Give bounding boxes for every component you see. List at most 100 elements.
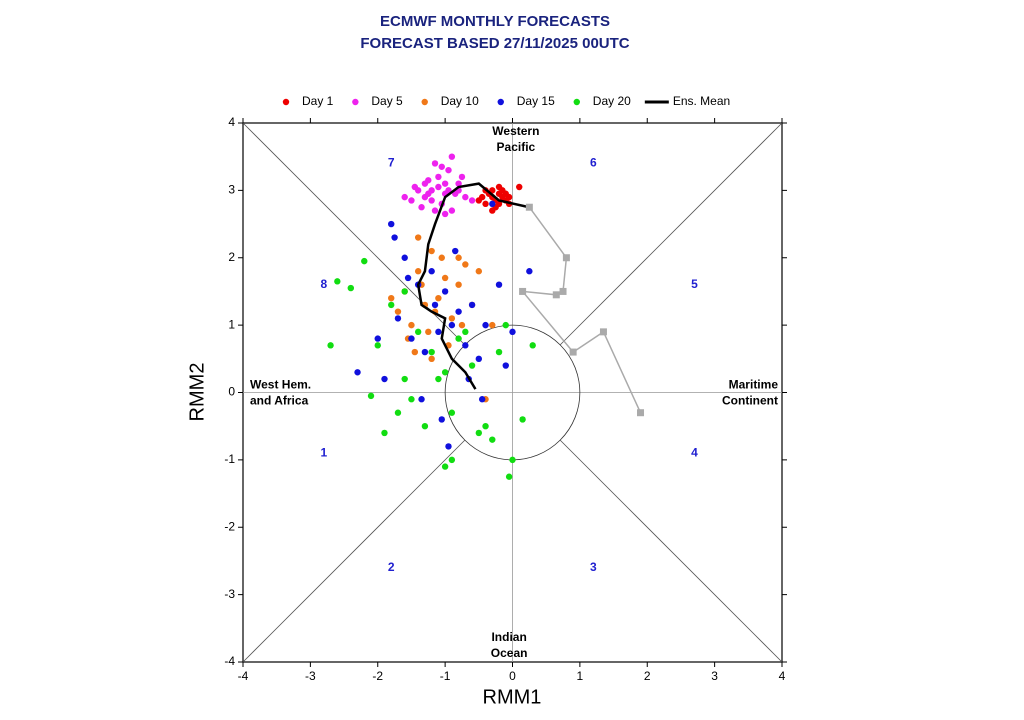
point xyxy=(381,375,388,383)
line xyxy=(416,182,530,390)
point xyxy=(489,200,496,208)
point xyxy=(428,268,435,275)
point xyxy=(468,301,476,309)
point xyxy=(435,173,442,181)
point xyxy=(455,281,462,288)
phase-label: 5 xyxy=(691,277,698,291)
phase-label: 4 xyxy=(691,445,698,459)
point xyxy=(421,348,429,356)
point xyxy=(435,375,442,383)
legend-label: Day 10 xyxy=(441,94,479,108)
point xyxy=(448,153,456,160)
point xyxy=(431,301,439,309)
region-label: and Africa xyxy=(250,394,309,408)
point xyxy=(455,335,462,342)
point xyxy=(414,234,422,241)
point xyxy=(482,200,489,208)
x-tick-label: 0 xyxy=(509,669,516,683)
legend-marker xyxy=(497,98,504,106)
legend-marker xyxy=(282,98,290,106)
y-tick-label: 2 xyxy=(228,250,235,264)
y-tick-label: 3 xyxy=(228,183,235,197)
point xyxy=(489,321,496,329)
square-marker xyxy=(637,409,645,417)
point xyxy=(462,328,469,336)
phase-label: 8 xyxy=(321,277,328,291)
y-tick-label: 0 xyxy=(228,385,235,399)
point xyxy=(482,321,489,329)
point xyxy=(458,173,466,181)
point xyxy=(361,257,368,265)
point xyxy=(394,315,402,322)
chart-subtitle: FORECAST BASED 27/11/2025 00UTC xyxy=(360,35,629,52)
point xyxy=(374,342,381,349)
point xyxy=(354,369,361,376)
point xyxy=(441,274,449,282)
point xyxy=(468,197,476,204)
x-axis-title: RMM1 xyxy=(483,686,542,708)
point xyxy=(388,220,395,228)
point xyxy=(489,207,496,214)
region-label: Maritime xyxy=(729,378,779,392)
point xyxy=(431,207,439,214)
point xyxy=(445,166,452,174)
x-tick-label: 4 xyxy=(779,669,786,683)
point xyxy=(425,328,432,336)
legend-label: Day 15 xyxy=(517,94,555,108)
point xyxy=(428,197,435,204)
x-tick-label: 2 xyxy=(644,669,651,683)
point xyxy=(391,234,398,241)
point xyxy=(401,288,408,295)
point xyxy=(509,328,516,336)
point xyxy=(482,422,489,430)
point xyxy=(526,268,533,275)
point xyxy=(516,183,523,191)
y-axis-title: RMM2 xyxy=(186,363,208,422)
point xyxy=(475,197,483,204)
y-tick-label: -1 xyxy=(224,452,235,466)
phase-label: 2 xyxy=(388,560,395,574)
point xyxy=(334,278,341,285)
region-label: Western xyxy=(492,124,539,138)
y-tick-label: 1 xyxy=(228,317,235,331)
point xyxy=(438,416,445,423)
x-tick-label: -4 xyxy=(238,669,249,683)
region-label: Continent xyxy=(722,394,778,408)
region-label: Indian xyxy=(491,630,526,644)
point xyxy=(495,281,503,288)
point xyxy=(509,456,516,464)
point xyxy=(418,204,425,211)
point xyxy=(458,321,466,329)
point xyxy=(455,308,462,315)
point xyxy=(367,392,375,400)
point xyxy=(435,328,442,336)
x-tick-label: -3 xyxy=(305,669,316,683)
legend-marker xyxy=(352,98,359,106)
chart-title: ECMWF MONTHLY FORECASTS xyxy=(380,13,610,30)
point xyxy=(448,321,456,329)
point xyxy=(401,193,408,201)
square-marker xyxy=(519,287,527,295)
legend-marker xyxy=(573,98,580,106)
x-tick-label: 1 xyxy=(577,669,584,683)
legend-label: Day 5 xyxy=(371,94,403,108)
point xyxy=(374,335,381,342)
point xyxy=(499,193,506,201)
region-label: Ocean xyxy=(491,646,528,660)
square-marker xyxy=(559,287,567,295)
point xyxy=(445,443,452,450)
point xyxy=(327,342,334,349)
point xyxy=(455,180,462,187)
square-marker xyxy=(599,328,607,336)
phase-label: 3 xyxy=(590,560,597,574)
x-tick-label: -1 xyxy=(440,669,451,683)
point xyxy=(519,416,526,423)
x-tick-label: -2 xyxy=(372,669,383,683)
y-tick-label: -4 xyxy=(224,654,235,668)
point xyxy=(452,247,459,255)
square-marker xyxy=(525,203,533,211)
point xyxy=(478,396,486,403)
point xyxy=(502,321,509,329)
point xyxy=(428,355,435,363)
line xyxy=(520,206,642,414)
